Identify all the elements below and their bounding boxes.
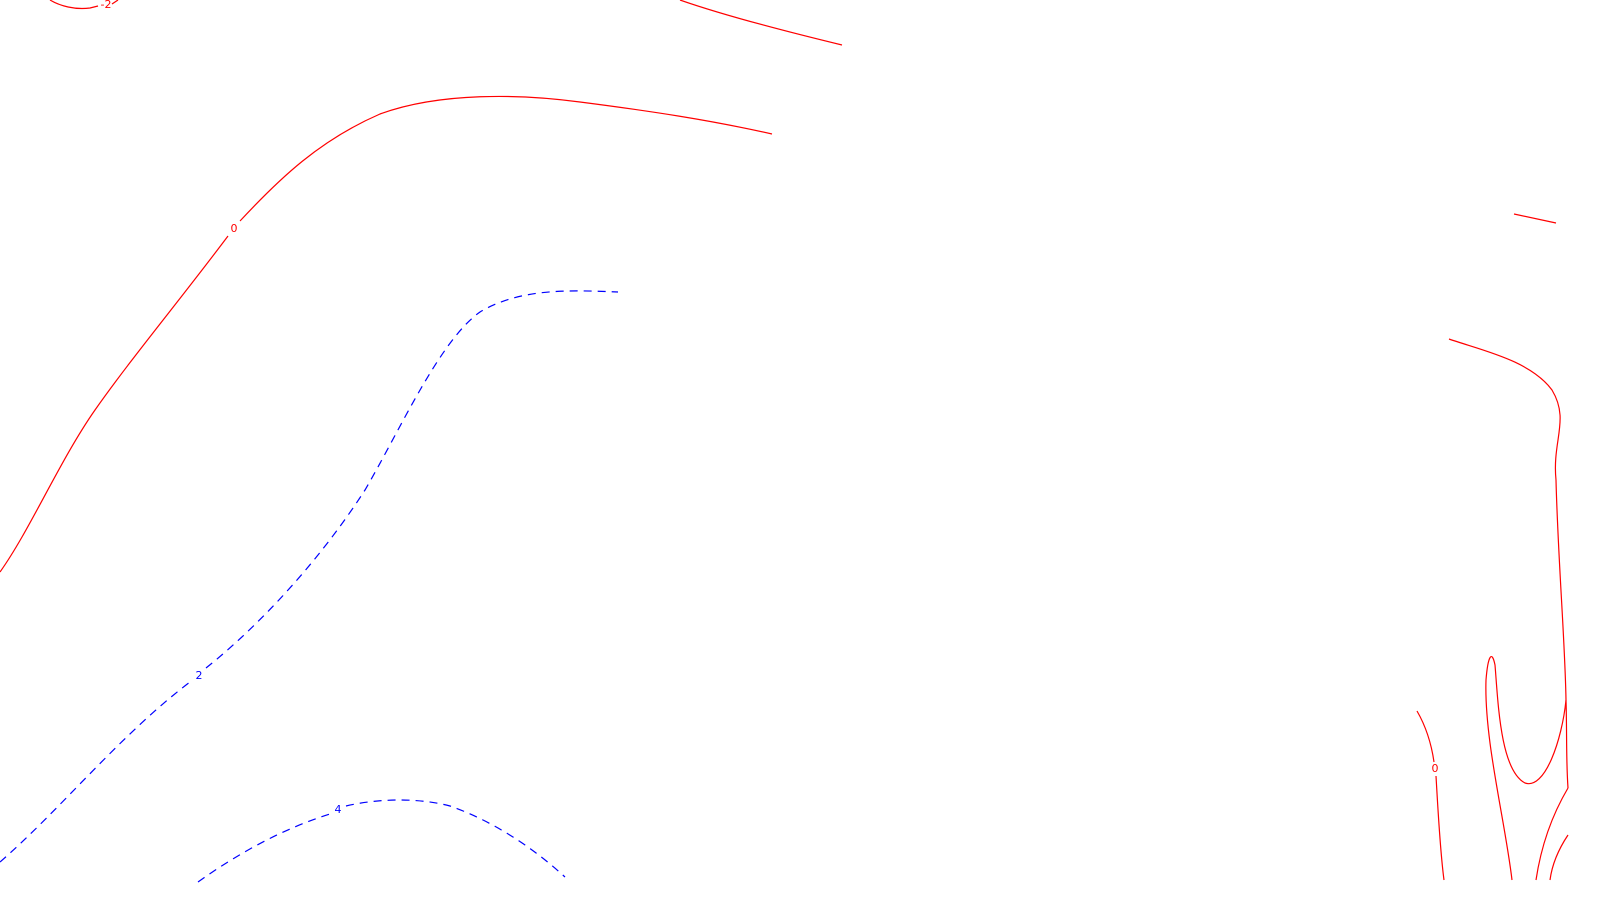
contour-label-2: 2 (196, 669, 203, 682)
contour-label-0-main: 0 (231, 222, 238, 235)
contour-line-2-dashed-upper (205, 290, 619, 669)
contour-label-0-right: 0 (1432, 762, 1439, 775)
contour-line-right-loop (1485, 655, 1567, 881)
contour-line-0-right (1416, 710, 1435, 763)
contour-line-neg2 (49, 0, 99, 10)
contour-label-4: 4 (335, 803, 342, 816)
contour-line-2-dashed (0, 681, 191, 863)
contour-line-4-dashed-right (345, 799, 566, 878)
contour-line-4-dashed (197, 813, 331, 883)
contour-line-right-short (1513, 213, 1557, 224)
contour-line-0-right-lower (1435, 775, 1445, 881)
contour-line-right-long (1448, 338, 1569, 789)
contour-line-0-main-upper (239, 95, 773, 222)
contour-line-right-inner-2 (1549, 834, 1569, 881)
contour-line-top-segment (679, 0, 843, 46)
contour-line-0-main (0, 235, 229, 573)
contour-label-neg2: -2 (101, 0, 112, 11)
contour-line-right-inner-1 (1535, 787, 1569, 881)
contour-line-neg2-tail (111, 0, 119, 5)
